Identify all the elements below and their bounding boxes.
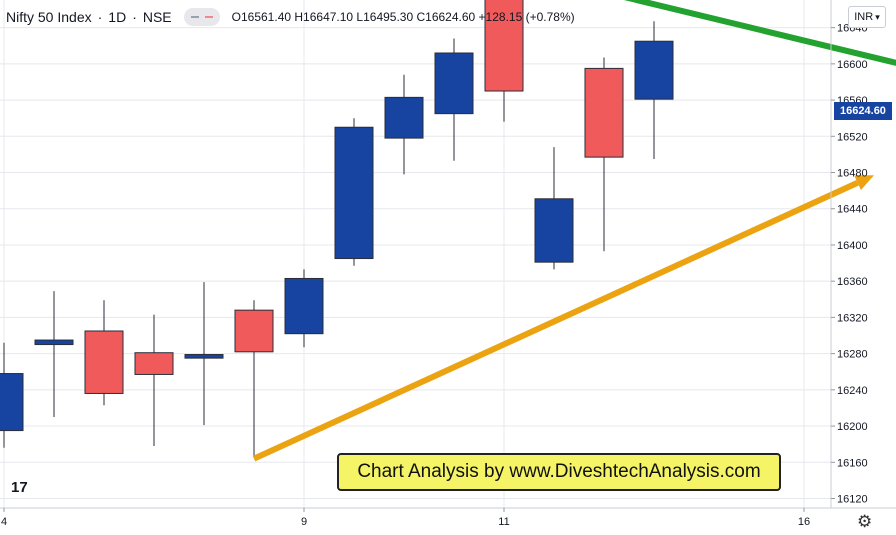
interval-label[interactable]: 1D	[108, 9, 127, 25]
price-tick-label: 16480	[837, 168, 868, 180]
candle-down[interactable]	[584, 67, 624, 158]
trendline-green[interactable]	[504, 0, 896, 68]
time-tick-label: 11	[498, 516, 509, 528]
tradingview-logo-icon[interactable]: 17	[11, 479, 28, 496]
ohlc-readout: O16561.40 H16647.10 L16495.30 C16624.60 …	[231, 10, 575, 24]
candle-up[interactable]	[334, 126, 374, 260]
currency-selector[interactable]: INR ▾	[848, 6, 886, 28]
price-tick-label: 16200	[837, 421, 868, 433]
symbol-title[interactable]: Nifty 50 Index	[6, 9, 92, 25]
currency-label: INR	[854, 11, 874, 23]
time-tick-label: 9	[301, 516, 307, 528]
chevron-down-icon: ▾	[875, 11, 880, 22]
watermark-banner: Chart Analysis by www.DiveshtechAnalysis…	[337, 453, 781, 491]
candle-series[interactable]	[0, 0, 674, 458]
price-tick-label: 16360	[837, 276, 868, 288]
last-price-label: 16624.60	[834, 102, 892, 120]
price-tick-label: 16520	[837, 131, 868, 143]
candle-up[interactable]	[184, 354, 224, 359]
candle-up[interactable]	[34, 339, 74, 346]
candle-up[interactable]	[0, 373, 24, 432]
grid-lines	[0, 0, 831, 508]
price-tick-label: 16160	[837, 457, 868, 469]
price-tick-label: 16280	[837, 349, 868, 361]
candle-up[interactable]	[634, 40, 674, 100]
price-axis[interactable]: 16120 16160 16200 16240 16280 16320 16360 16400…	[831, 0, 868, 506]
candle-up[interactable]	[384, 96, 424, 139]
candle-up[interactable]	[284, 277, 324, 335]
interval-separator: ·	[97, 9, 103, 25]
trendline-orange[interactable]	[252, 179, 859, 462]
banner-text: Chart Analysis by www.DiveshtechAnalysis…	[357, 461, 761, 482]
price-tick-label: 16440	[837, 204, 868, 216]
arrowhead-orange	[854, 175, 874, 190]
chart-header: Nifty 50 Index · 1D · NSE O16561.40 H166…	[6, 6, 575, 28]
gear-icon[interactable]: ⚙	[857, 512, 873, 531]
price-tick-label: 16120	[837, 494, 868, 506]
candle-down[interactable]	[134, 352, 174, 375]
candle-down[interactable]	[484, 0, 524, 92]
price-tick-label: 16320	[837, 312, 868, 324]
legend-toggle-icon[interactable]	[183, 8, 220, 26]
candle-down[interactable]	[234, 309, 274, 353]
time-axis[interactable]: 491116182325	[1, 508, 896, 528]
trendlines[interactable]	[252, 0, 896, 462]
price-tick-label: 16600	[837, 59, 868, 71]
price-tick-label: 16240	[837, 385, 868, 397]
candle-up[interactable]	[434, 52, 474, 115]
candle-down[interactable]	[84, 330, 124, 394]
exchange-label: NSE	[142, 9, 172, 25]
price-tick-label: 16400	[837, 240, 868, 252]
candle-up[interactable]	[534, 198, 574, 263]
time-tick-label: 16	[798, 516, 810, 528]
exchange-separator: ·	[132, 9, 137, 25]
time-tick-label: 4	[1, 516, 7, 528]
